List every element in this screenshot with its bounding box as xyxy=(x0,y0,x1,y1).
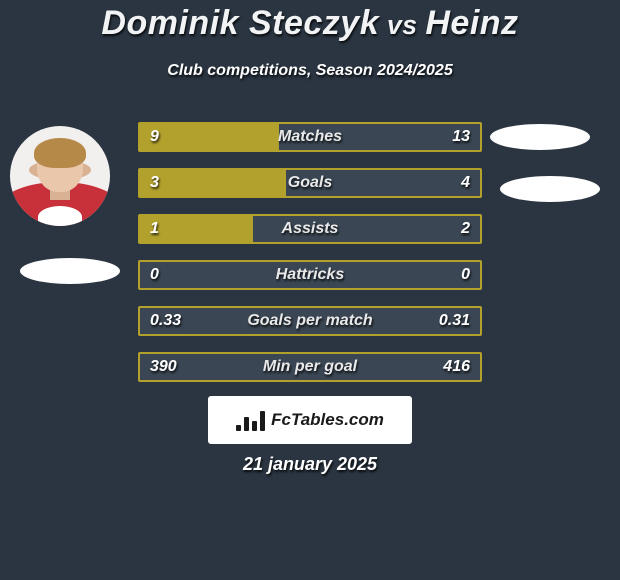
stat-row: 0Hattricks0 xyxy=(138,260,482,290)
stat-row: 3Goals4 xyxy=(138,168,482,198)
stat-label: Min per goal xyxy=(140,354,480,380)
title-wrap: Dominik Steczyk vs Heinz xyxy=(0,4,620,43)
stat-label: Assists xyxy=(140,216,480,242)
stat-right-value: 13 xyxy=(452,124,470,150)
title-player-a: Dominik Steczyk xyxy=(101,4,379,42)
player-a-avatar xyxy=(10,126,110,226)
stat-label: Goals xyxy=(140,170,480,196)
stat-row: 0.33Goals per match0.31 xyxy=(138,306,482,336)
player-a-flag-placeholder xyxy=(20,258,120,284)
stat-right-value: 0.31 xyxy=(439,308,470,334)
subtitle: Club competitions, Season 2024/2025 xyxy=(0,62,620,80)
stat-row: 390Min per goal416 xyxy=(138,352,482,382)
stat-label: Hattricks xyxy=(140,262,480,288)
stat-right-value: 416 xyxy=(443,354,470,380)
title-player-b: Heinz xyxy=(425,4,518,42)
badge-text: FcTables.com xyxy=(271,410,384,430)
avatar-collar xyxy=(38,206,82,226)
stats-container: 9Matches13 3Goals4 1Assists2 0Hattricks0 0.3… xyxy=(138,122,482,382)
stat-label: Matches xyxy=(140,124,480,150)
fctables-logo-icon xyxy=(236,409,265,431)
page-title: Dominik Steczyk vs Heinz xyxy=(101,4,518,43)
title-vs: vs xyxy=(379,10,425,40)
avatar-hair xyxy=(34,138,86,168)
stat-right-value: 0 xyxy=(461,262,470,288)
avatar-face-icon xyxy=(10,126,110,226)
snapshot-date: 21 january 2025 xyxy=(0,454,620,475)
stat-label: Goals per match xyxy=(140,308,480,334)
stat-right-value: 4 xyxy=(461,170,470,196)
stat-row: 9Matches13 xyxy=(138,122,482,152)
stat-right-value: 2 xyxy=(461,216,470,242)
player-b-avatar-placeholder xyxy=(490,124,590,150)
comparison-card: Dominik Steczyk vs Heinz Club competitio… xyxy=(0,0,620,580)
player-b-flag-placeholder xyxy=(500,176,600,202)
stat-row: 1Assists2 xyxy=(138,214,482,244)
fctables-badge: FcTables.com xyxy=(208,396,412,444)
